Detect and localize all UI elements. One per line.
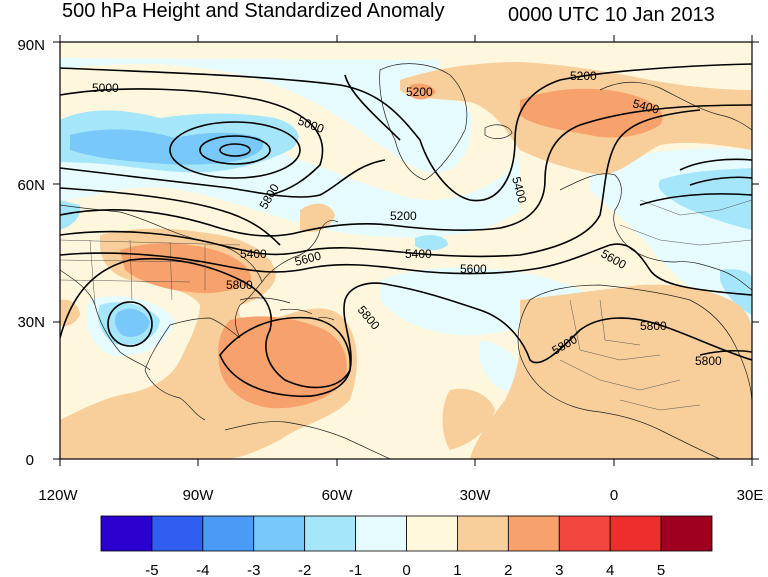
- lat-label: 0: [26, 452, 34, 469]
- height-contours: [60, 63, 752, 398]
- contour-label: 5200: [570, 69, 597, 83]
- chart-title: 500 hPa Height and Standardized Anomaly: [62, 0, 445, 22]
- contour-label: 5600: [293, 248, 323, 269]
- colorbar-swatch: [304, 515, 356, 552]
- colorbar-tick-label: -5: [145, 562, 158, 577]
- coastlines: [60, 63, 752, 459]
- contour-label: 5400: [240, 247, 267, 261]
- lat-label: 60N: [17, 177, 45, 194]
- contour-label: 5600: [460, 262, 487, 276]
- colorbar: [100, 515, 713, 552]
- plot-frame: [59, 41, 753, 460]
- colorbar-swatch: [355, 515, 407, 552]
- contour-label: 5800: [695, 354, 722, 368]
- colorbar-tick-label: 3: [555, 562, 563, 577]
- lat-label: 90N: [17, 37, 45, 54]
- lon-label: 30W: [460, 487, 492, 504]
- contour-label: 5800: [640, 319, 667, 333]
- lon-label: 120W: [38, 487, 78, 504]
- colorbar-swatch: [457, 515, 509, 552]
- colorbar-swatch: [151, 515, 204, 552]
- colorbar-tick-label: -1: [349, 562, 362, 577]
- colorbar-swatch: [507, 515, 560, 552]
- lon-label: 0: [610, 487, 618, 504]
- political-boundaries: [60, 199, 752, 411]
- colorbar-tick-label: -4: [196, 562, 209, 577]
- contour-label: 5800: [226, 278, 253, 292]
- contour-label: 5400: [631, 96, 661, 117]
- latitude-labels: 90N 60N 30N 0: [17, 37, 45, 469]
- colorbar-tick-label: 1: [453, 562, 461, 577]
- contour-label: 5400: [509, 175, 530, 205]
- map-field: 5000 5000 5200 5200 5200 5400 5400 5400 …: [60, 42, 752, 459]
- colorbar-swatch: [253, 515, 306, 552]
- contour-label: 5200: [406, 85, 433, 99]
- contour-label: 5000: [92, 81, 119, 95]
- colorbar-tick-label: -2: [298, 562, 311, 577]
- colorbar-tick-label: 5: [657, 562, 665, 577]
- longitude-labels: 120W 90W 60W 30W 0 30E: [38, 487, 763, 504]
- valid-time-label: 0000 UTC 10 Jan 2013: [508, 4, 715, 26]
- colorbar-swatch: [202, 515, 255, 552]
- colorbar-swatch: [406, 515, 458, 552]
- colorbar-tick-label: 4: [606, 562, 614, 577]
- colorbar-swatch: [558, 515, 611, 552]
- lat-label: 30N: [17, 314, 45, 331]
- colorbar-swatch: [100, 515, 153, 552]
- lon-label: 90W: [183, 487, 215, 504]
- colorbar-swatch: [660, 515, 713, 552]
- contour-labels: 5000 5000 5200 5200 5200 5400 5400 5400 …: [92, 69, 722, 368]
- lon-label: 30E: [737, 487, 764, 504]
- lon-label: 60W: [322, 487, 354, 504]
- colorbar-tick-label: 2: [504, 562, 512, 577]
- axis-ticks: [53, 35, 759, 466]
- colorbar-labels: -5 -4 -3 -2 -1 0 1 2 3 4 5: [145, 562, 665, 577]
- contour-label: 5400: [405, 247, 432, 261]
- colorbar-tick-label: -3: [247, 562, 260, 577]
- colorbar-swatch: [609, 515, 662, 552]
- contour-label: 5200: [390, 209, 417, 223]
- colorbar-tick-label: 0: [402, 562, 410, 577]
